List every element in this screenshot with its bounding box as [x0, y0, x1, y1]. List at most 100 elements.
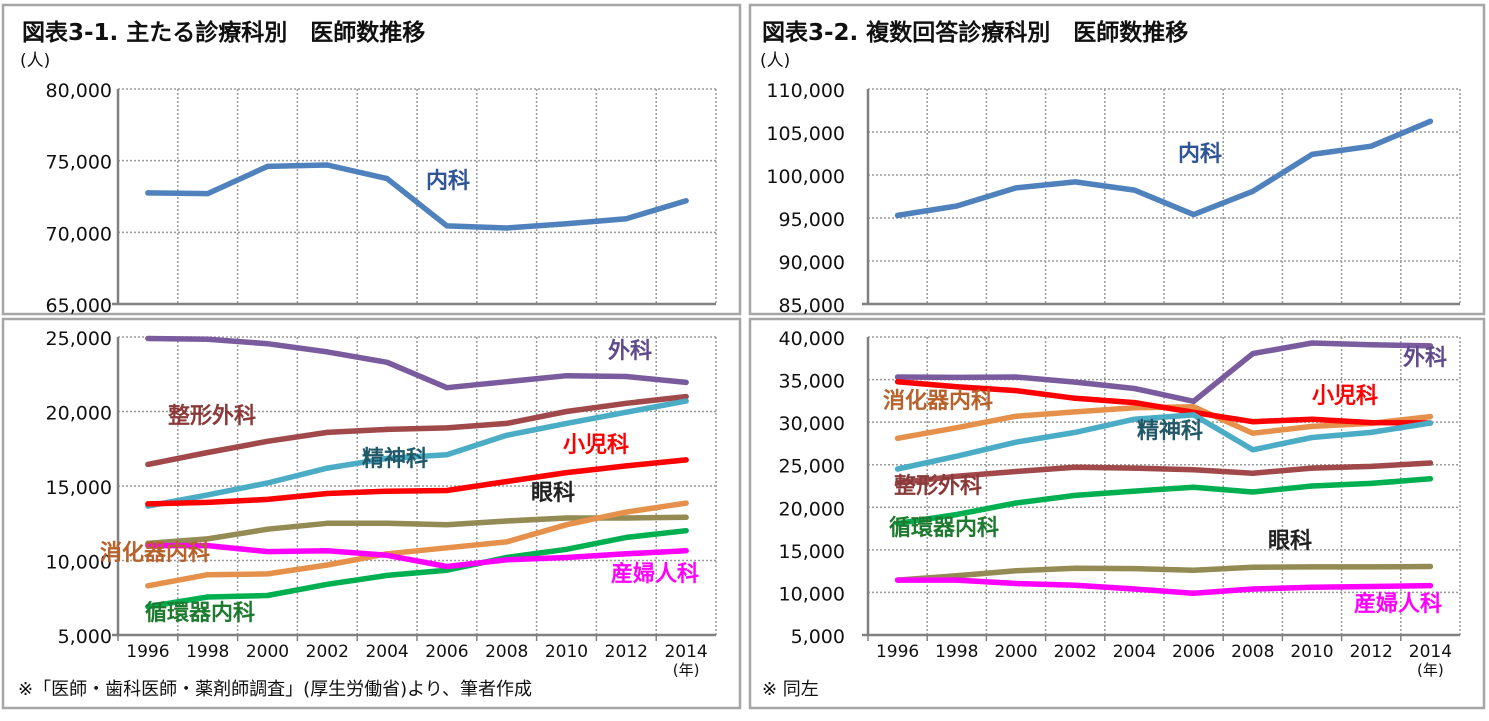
data-point: [1368, 564, 1374, 570]
data-point: [384, 552, 390, 558]
series-label: 消化器内科: [883, 388, 993, 414]
data-point: [1368, 429, 1374, 435]
data-point: [683, 379, 689, 386]
series-label: 消化器内科: [100, 540, 210, 566]
data-point: [1013, 185, 1019, 191]
y-tick-label: 35,000: [779, 371, 845, 393]
series-line: [145, 398, 689, 509]
series-label: 眼科: [1268, 529, 1312, 554]
data-point: [1309, 434, 1315, 441]
data-point: [1191, 404, 1197, 410]
footnote: ※「医師・歯科医師・薬剤師調査」(厚生労働省)より、筆者作成: [18, 679, 532, 700]
data-point: [1013, 468, 1019, 475]
x-tick-label: 2004: [1113, 642, 1156, 662]
data-point: [1427, 563, 1433, 570]
y-tick-label: 15,000: [779, 541, 845, 563]
data-point: [1072, 409, 1078, 415]
y-tick-label: 110,000: [766, 80, 845, 102]
data-point: [205, 594, 211, 600]
data-point: [205, 191, 211, 197]
data-point: [1191, 567, 1197, 573]
series-line: [145, 393, 689, 468]
data-point: [264, 548, 271, 555]
data-point: [504, 420, 510, 427]
data-point: [1191, 590, 1197, 596]
data-point: [1072, 179, 1078, 185]
chart-4: 5,000 10,000 15,000 20,000 25,000 30,000 35,00…: [779, 328, 1461, 679]
panel-1: 図表3-1. 主たる診療科別 医師数推移 (人) ※「医師・歯科医師・薬剤師調査」(…: [1, 3, 742, 710]
y-axis-unit: (人): [20, 51, 50, 71]
y-tick-label: 25,000: [779, 456, 845, 478]
data-point: [1309, 151, 1315, 157]
data-point: [264, 496, 271, 503]
data-point: [895, 435, 901, 441]
series-label: 外科: [608, 338, 652, 364]
data-point: [324, 520, 330, 526]
data-point: [1368, 419, 1374, 426]
data-point: [1250, 419, 1256, 425]
series-line: [894, 460, 1434, 486]
x-tick-label: 2010: [1290, 642, 1333, 662]
data-point: [324, 581, 330, 587]
data-point: [1131, 416, 1137, 422]
data-point: [384, 175, 390, 182]
data-point: [1368, 342, 1374, 348]
chart-2: 5,000 10,000 15,000 20,000 25,000 1996 1998 200…: [46, 328, 717, 679]
data-point: [384, 426, 390, 432]
series-label: 産婦人科: [611, 561, 699, 587]
data-point: [264, 480, 271, 486]
x-tick-label: 2002: [1054, 642, 1097, 662]
data-point: [145, 335, 151, 342]
y-tick-label: 25,000: [46, 328, 112, 350]
data-point: [954, 425, 960, 431]
data-point: [1427, 476, 1433, 482]
chart-1: 65,000 70,000 75,000 80,000 内科: [46, 80, 717, 317]
x-tick-label: 2004: [365, 642, 408, 662]
data-point: [504, 478, 510, 485]
data-point: [895, 480, 901, 486]
data-point: [954, 453, 960, 459]
data-point: [895, 212, 901, 219]
data-point: [623, 515, 629, 521]
x-tick-label: 2002: [306, 642, 349, 662]
data-point: [444, 545, 450, 551]
x-tick-label: 2008: [1231, 642, 1274, 662]
data-point: [683, 198, 689, 204]
data-point: [1309, 483, 1315, 489]
series-label: 小児科: [563, 433, 629, 458]
data-point: [1013, 439, 1019, 445]
data-point: [895, 466, 901, 472]
data-point: [895, 379, 901, 385]
data-point: [264, 571, 271, 577]
data-point: [504, 225, 510, 231]
data-point: [1013, 388, 1019, 394]
data-point: [1309, 465, 1315, 471]
data-point: [1072, 429, 1078, 435]
x-tick-label: 2014: [664, 642, 707, 662]
data-point: [683, 457, 689, 463]
data-point: [145, 583, 151, 589]
data-point: [1131, 565, 1137, 572]
x-axis-unit: (年): [1417, 661, 1444, 679]
data-point: [1013, 568, 1019, 574]
y-tick-label: 85,000: [779, 295, 845, 317]
x-tick-label: 2006: [1172, 642, 1215, 662]
series-label: 内科: [426, 169, 470, 194]
series-line: [145, 542, 689, 570]
data-point: [1250, 586, 1256, 592]
data-point: [205, 492, 211, 498]
data-point: [1427, 343, 1433, 349]
data-point: [1131, 488, 1137, 494]
data-point: [623, 463, 629, 469]
series-label: 整形外科: [168, 403, 256, 429]
data-point: [444, 522, 450, 528]
data-point: [954, 374, 960, 381]
data-point: [504, 379, 510, 385]
data-point: [145, 190, 151, 196]
data-point: [444, 223, 450, 229]
data-point: [205, 543, 211, 549]
chart-3: 85,000 90,000 95,000 100,000 105,000 110,000 内…: [766, 80, 1461, 317]
data-point: [683, 500, 689, 506]
y-tick-label: 10,000: [46, 552, 112, 574]
data-point: [324, 349, 330, 355]
